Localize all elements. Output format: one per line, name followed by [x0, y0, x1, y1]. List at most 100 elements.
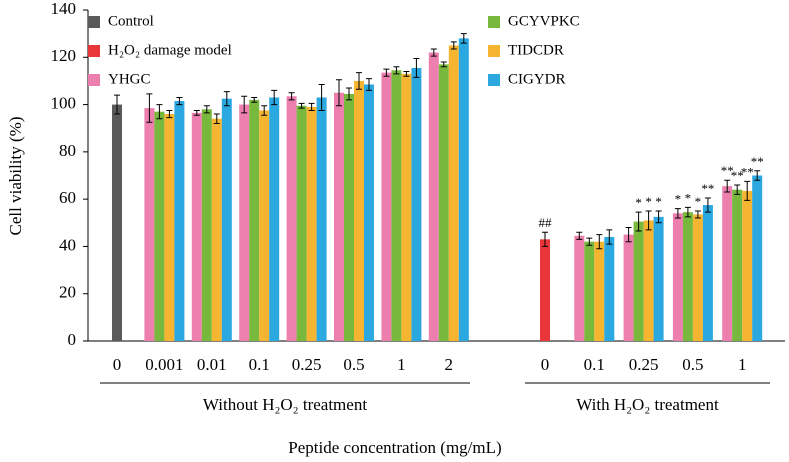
x-tick-label: 0.1	[584, 355, 605, 374]
bar	[594, 241, 605, 341]
significance-label: **	[701, 181, 714, 196]
error-bar	[223, 91, 230, 107]
bar	[164, 114, 175, 342]
error-bar	[298, 102, 305, 109]
error-bar	[308, 102, 315, 111]
bar	[249, 99, 260, 341]
error-bar	[576, 231, 583, 240]
legend-label: H₂O₂ damage model	[108, 42, 232, 58]
significance-label: *	[685, 190, 692, 205]
error-bar	[403, 70, 410, 77]
bar	[286, 96, 297, 342]
error-bar	[166, 109, 173, 119]
bar	[672, 213, 683, 341]
error-bar	[674, 208, 681, 219]
error-bar	[734, 184, 741, 195]
error-bar	[450, 41, 457, 50]
error-bar	[336, 79, 342, 107]
error-bar	[684, 206, 691, 218]
significance-label: *	[645, 194, 652, 209]
bar	[201, 109, 212, 341]
bar	[411, 67, 422, 342]
bar	[574, 235, 585, 341]
x-tick-label: 0	[113, 355, 122, 374]
bar	[682, 212, 693, 341]
bar	[623, 234, 634, 341]
bar	[540, 239, 550, 341]
bar	[448, 45, 459, 341]
bar	[344, 93, 354, 341]
bar	[364, 84, 374, 341]
significance-label: **	[751, 154, 764, 169]
bar	[316, 97, 327, 341]
bar	[211, 118, 222, 341]
y-tick-label: 40	[59, 235, 76, 254]
legend-swatch	[488, 45, 500, 57]
bar	[458, 38, 469, 341]
significance-label: **	[731, 168, 744, 183]
legend-swatch	[488, 16, 500, 28]
error-bar	[393, 66, 400, 75]
bar	[381, 72, 392, 342]
significance-label: **	[741, 164, 754, 179]
error-bar	[704, 197, 711, 213]
error-bar	[176, 96, 183, 106]
error-bar	[542, 231, 548, 247]
y-tick-label: 0	[68, 330, 77, 349]
legend-label: Control	[108, 13, 154, 29]
x-tick-label: 0.25	[292, 355, 322, 374]
legend-label: CIGYDR	[508, 71, 566, 87]
error-bar	[346, 87, 352, 101]
bar	[239, 104, 250, 341]
error-bar	[193, 109, 200, 116]
error-bar	[430, 48, 437, 57]
x-tick-label: 1	[738, 355, 747, 374]
legend-swatch	[88, 45, 100, 57]
bar	[643, 220, 654, 341]
bar	[259, 110, 270, 341]
y-tick-label: 140	[51, 0, 77, 18]
bar	[269, 97, 280, 341]
legend-swatch	[488, 74, 500, 86]
significance-label: *	[655, 194, 662, 209]
y-tick-label: 100	[51, 93, 77, 112]
error-bar	[156, 104, 163, 120]
bar	[722, 186, 733, 341]
bar	[112, 104, 122, 341]
error-bar	[383, 68, 390, 77]
error-bar	[655, 210, 662, 224]
bar	[221, 98, 232, 342]
error-bar	[724, 179, 731, 193]
x-tick-label: 0.001	[145, 355, 183, 374]
significance-label: *	[695, 194, 702, 209]
bar	[702, 205, 713, 341]
significance-label: **	[721, 163, 734, 178]
bar	[391, 70, 402, 342]
bar	[334, 92, 344, 341]
error-bar	[744, 180, 751, 201]
bar	[401, 73, 412, 341]
significance-label: *	[635, 195, 642, 210]
y-tick-label: 80	[59, 141, 76, 160]
x-tick-label: 1	[397, 355, 406, 374]
x-tick-label: 0.25	[629, 355, 659, 374]
error-bar	[366, 78, 372, 91]
bar	[692, 214, 703, 341]
group-label: With H₂O₂ treatment	[576, 395, 719, 414]
x-tick-label: 0.1	[249, 355, 270, 374]
bar	[428, 52, 439, 342]
error-bar	[694, 210, 701, 219]
error-bar	[241, 95, 248, 114]
error-bar	[288, 92, 295, 101]
bar	[653, 216, 664, 341]
bar	[752, 175, 763, 341]
error-bar	[440, 61, 447, 68]
error-bar	[318, 83, 325, 111]
bar	[296, 105, 307, 341]
legend-swatch	[88, 74, 100, 86]
significance-label: ##	[539, 215, 553, 230]
y-tick-label: 20	[59, 283, 76, 302]
legend-swatch	[88, 16, 100, 28]
error-bar	[203, 105, 210, 114]
error-bar	[596, 234, 603, 250]
